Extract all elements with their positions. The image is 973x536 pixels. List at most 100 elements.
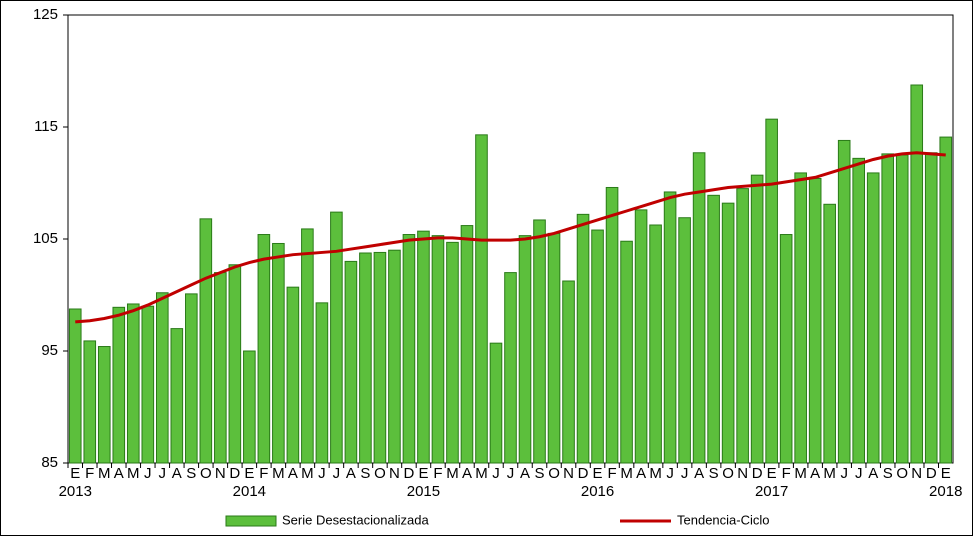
- legend-label: Tendencia-Ciclo: [677, 512, 770, 527]
- x-tick-label: A: [636, 465, 646, 482]
- bar: [170, 328, 184, 464]
- x-tick-label: A: [694, 465, 704, 482]
- bar: [518, 235, 532, 464]
- bar: [881, 153, 895, 464]
- bar: [301, 228, 314, 464]
- bar: [721, 202, 735, 464]
- bar: [446, 241, 459, 464]
- bar: [794, 172, 807, 464]
- x-tick-label: D: [578, 465, 589, 482]
- bar: [489, 342, 503, 464]
- x-tick-label: N: [563, 465, 574, 482]
- x-tick-label: A: [288, 465, 298, 482]
- bar: [649, 224, 662, 464]
- bar: [431, 235, 445, 464]
- year-label: 2017: [755, 483, 788, 500]
- legend-swatch: [225, 515, 277, 527]
- bar: [924, 152, 938, 464]
- x-tick-label: D: [926, 465, 937, 482]
- x-tick-label: M: [272, 465, 285, 482]
- x-tick-label: S: [709, 465, 719, 482]
- x-tick-label: S: [535, 465, 545, 482]
- bar: [126, 303, 140, 464]
- x-tick-label: M: [823, 465, 836, 482]
- x-tick-label: E: [418, 465, 428, 482]
- bar: [808, 178, 822, 464]
- x-tick-label: M: [649, 465, 662, 482]
- bar: [460, 225, 474, 464]
- x-tick-label: J: [666, 465, 674, 482]
- x-tick-label: O: [548, 465, 560, 482]
- y-tick-label: 95: [41, 342, 58, 359]
- bar: [591, 229, 604, 464]
- y-tick-label: 105: [33, 230, 58, 247]
- x-tick-label: D: [404, 465, 415, 482]
- bar: [344, 260, 358, 464]
- bar: [199, 218, 213, 464]
- x-tick-label: N: [215, 465, 226, 482]
- bar: [112, 306, 126, 464]
- bar: [504, 272, 517, 464]
- bar: [823, 203, 836, 464]
- bar: [243, 350, 256, 464]
- x-tick-label: E: [70, 465, 80, 482]
- x-tick-label: F: [85, 465, 94, 482]
- bar: [620, 240, 633, 464]
- x-tick-label: E: [593, 465, 603, 482]
- x-tick-label: J: [492, 465, 500, 482]
- bar: [779, 234, 793, 464]
- x-tick-label: J: [840, 465, 848, 482]
- bar: [605, 186, 619, 464]
- x-tick-label: F: [433, 465, 442, 482]
- x-tick-label: O: [722, 465, 734, 482]
- bar: [141, 305, 155, 464]
- x-tick-label: N: [737, 465, 748, 482]
- bar: [547, 232, 561, 464]
- year-label: 2018: [929, 483, 962, 500]
- bar: [373, 251, 387, 464]
- x-tick-label: A: [462, 465, 472, 482]
- x-tick-label: M: [98, 465, 111, 482]
- bar: [315, 302, 329, 464]
- x-tick-label: J: [159, 465, 167, 482]
- bar: [910, 84, 924, 464]
- y-tick-label: 125: [33, 6, 58, 23]
- x-tick-label: F: [259, 465, 268, 482]
- x-tick-label: D: [752, 465, 763, 482]
- year-label: 2014: [233, 483, 266, 500]
- year-label: 2016: [581, 483, 614, 500]
- x-tick-label: J: [144, 465, 152, 482]
- bar: [97, 346, 111, 464]
- bar: [83, 340, 97, 464]
- x-tick-label: D: [229, 465, 240, 482]
- bar: [736, 188, 749, 464]
- bar: [388, 249, 401, 464]
- bar: [576, 213, 590, 464]
- bar: [533, 219, 546, 464]
- bar: [895, 154, 909, 464]
- bar: [707, 194, 720, 464]
- bar: [939, 136, 953, 464]
- x-tick-label: A: [868, 465, 878, 482]
- bar: [634, 209, 648, 464]
- x-tick-label: A: [346, 465, 356, 482]
- x-tick-label: N: [911, 465, 922, 482]
- bar: [330, 211, 343, 464]
- x-tick-label: A: [114, 465, 124, 482]
- x-tick-label: S: [360, 465, 370, 482]
- bar: [286, 286, 300, 464]
- bar: [359, 252, 372, 464]
- x-tick-label: E: [941, 465, 951, 482]
- bar: [228, 264, 242, 464]
- bar: [417, 230, 430, 464]
- year-label: 2015: [407, 483, 440, 500]
- x-tick-label: J: [318, 465, 326, 482]
- y-tick-label: 85: [41, 454, 58, 471]
- x-tick-label: M: [127, 465, 140, 482]
- bar: [837, 139, 851, 464]
- bar: [765, 118, 778, 464]
- bar: [475, 134, 488, 464]
- x-tick-label: M: [794, 465, 807, 482]
- x-tick-label: A: [520, 465, 530, 482]
